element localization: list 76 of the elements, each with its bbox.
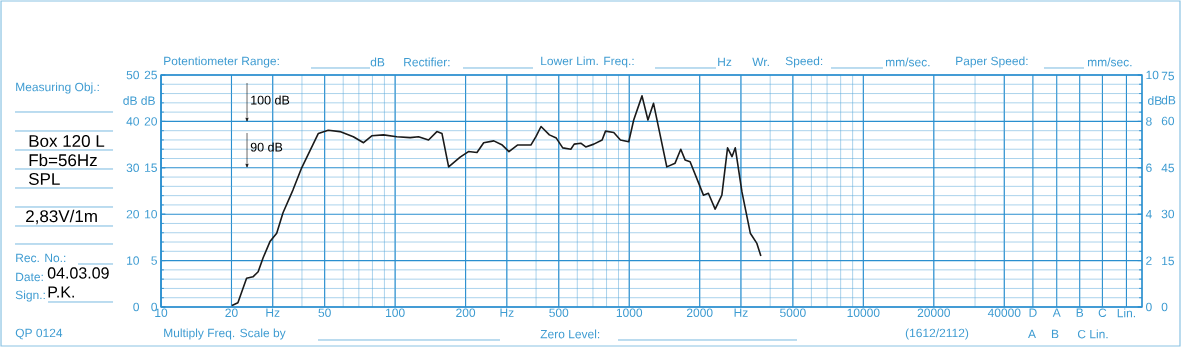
text: P.K. [48,286,74,298]
x-tick-label: C [1098,308,1107,318]
x-tick-label: A [1052,308,1061,317]
x-tick-label: D [1029,308,1037,317]
text: 15 [1162,256,1175,266]
x-tick-label: 10000 [847,308,880,318]
y2-axis-title: dB [141,96,155,105]
text: 30 [1161,209,1175,219]
x-tick-label: B [1076,308,1084,317]
text: 45 [1161,163,1175,173]
x-tick-label: 10 [155,308,168,318]
text: Measuring Obj.: [16,82,99,94]
x-tick-label: Lin. [1117,308,1136,318]
text: QP 0124 [15,328,63,340]
text: Rec. No.: [16,253,66,263]
text: B [1051,329,1059,339]
text: A [1028,329,1036,339]
text: C Lin. [1077,329,1108,339]
text: mm/sec. [886,57,930,67]
x-tick-label: 5000 [780,308,806,318]
text: SPL [28,172,60,186]
y2-tick-label: 5 [151,256,157,265]
text: 2,83V/1m [26,209,97,225]
text: Rectifier: [404,57,450,67]
text: dB [370,57,385,67]
text: 04.03.09 [47,267,109,279]
x-tick-label: 200 [456,308,476,318]
text: Fb=56Hz [29,153,97,167]
text: Date: [16,272,43,282]
y-tick-label: 50 [126,70,140,80]
y2-tick-label: 0 [151,302,158,312]
y2-tick-label: 20 [144,117,158,126]
text: 75 [1161,71,1175,81]
annotation: 100 dB [251,95,290,105]
y-tick-label: 0 [133,302,140,312]
x-tick-label: 20000 [917,308,951,318]
text: Sign.: [15,290,45,302]
y-tick-label: 10 [127,256,140,265]
text: Multiply Freq. Scale by [164,328,286,340]
y3-tick-label: 0 [1146,302,1152,312]
text: Box 120 L [29,134,105,148]
text: Speed: [785,56,823,68]
text: Hz [718,57,732,67]
x-tick-label: Hz [500,308,514,317]
text: mm/sec. [1088,57,1132,67]
x-tick-label: Hz [734,308,748,317]
x-tick-label: 20 [225,308,238,318]
text: Wr. [752,57,769,67]
y3-tick-label: 8 [1146,117,1152,126]
text: Potentiometer Range: [164,56,279,68]
y2-tick-label: 25 [144,70,157,80]
y3-tick-label: 6 [1146,163,1152,173]
text: 60 [1161,116,1175,126]
y3-tick-label: 10 [1146,70,1159,80]
y3-axis-title: dB [1148,96,1162,105]
x-tick-label: 500 [549,308,569,318]
y-tick-label: 30 [126,163,140,173]
text: 0 [1161,302,1168,312]
text: Zero Level: [540,329,600,339]
y-tick-label: 20 [126,209,140,219]
x-tick-label: 50 [318,308,331,318]
text: Lower Lim. Freq.: [541,56,634,68]
y3-tick-label: 2 [1146,256,1152,265]
y2-tick-label: 15 [145,163,157,172]
text: dB [1161,95,1176,105]
y2-tick-label: 10 [145,209,158,219]
text: Paper Speed: [956,56,1028,68]
x-tick-label: 40000 [987,308,1021,318]
x-tick-label: 2000 [686,308,713,318]
x-tick-label: 100 [386,308,405,318]
y3-tick-label: 4 [1145,210,1152,219]
x-tick-label: 1000 [616,308,643,318]
text: (1612/2112) [905,328,969,340]
y-tick-label: 40 [126,117,140,126]
y-axis-title: dB [123,96,137,105]
x-tick-label: Hz [266,308,280,317]
